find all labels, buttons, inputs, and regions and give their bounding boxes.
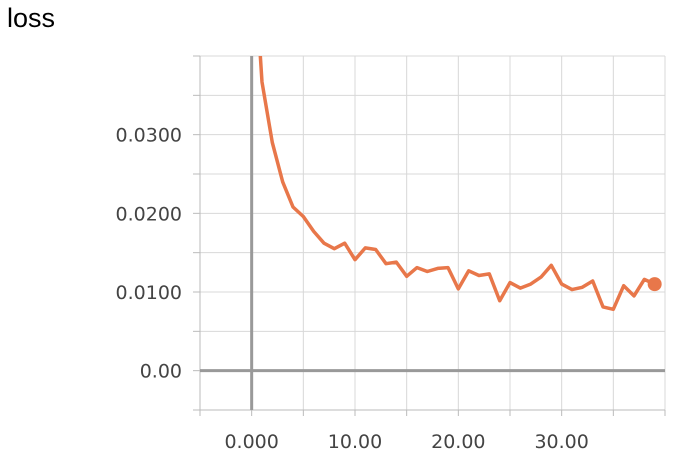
grid-lines <box>193 55 666 416</box>
x-tick-label: 10.00 <box>328 431 382 453</box>
y-tick-label: 0.0100 <box>116 282 182 304</box>
y-tick-label: 0.00 <box>140 361 182 383</box>
zero-axes <box>200 56 665 410</box>
last-point-marker <box>647 277 662 292</box>
y-tick-label: 0.0200 <box>116 203 182 225</box>
y-tick-label: 0.0300 <box>116 125 182 147</box>
tick-labels: 0.00 0.0100 0.0200 0.0300 0.000 10.00 20.00 30.… <box>116 125 589 453</box>
loss-series-line <box>258 56 657 312</box>
x-tick-label: 30.00 <box>534 431 588 453</box>
x-tick-label: 20.00 <box>431 431 485 453</box>
x-tick-label: 0.000 <box>224 431 278 453</box>
chart-title: loss <box>7 3 56 33</box>
series-layer <box>258 56 662 312</box>
